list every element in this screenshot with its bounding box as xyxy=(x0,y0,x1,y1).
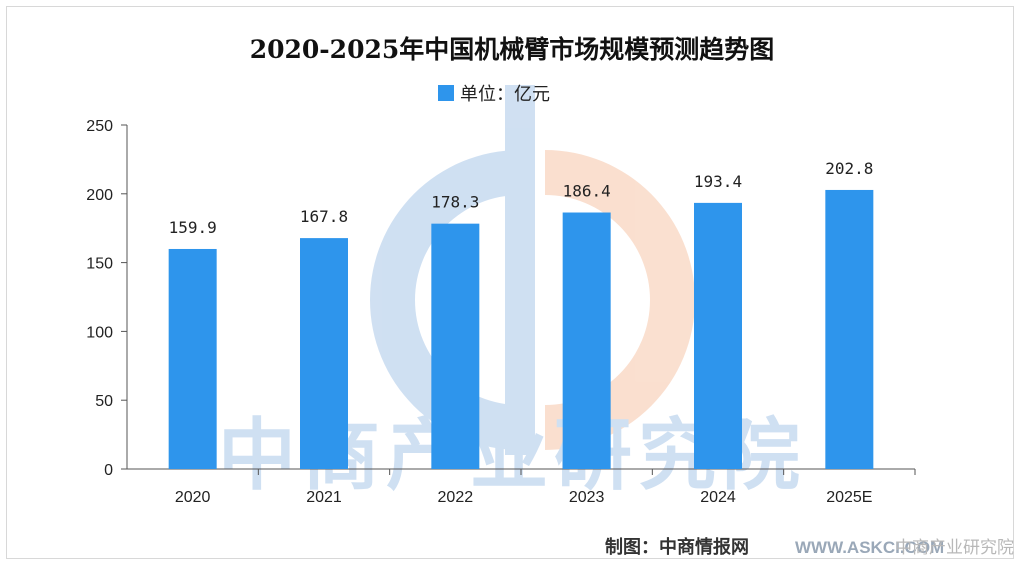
watermark-blue-arc xyxy=(370,150,520,450)
bars xyxy=(168,189,874,470)
y-tick-label: 150 xyxy=(86,256,113,273)
y-tick-label: 50 xyxy=(95,393,113,410)
legend-swatch xyxy=(438,85,454,101)
legend: 单位：亿元 xyxy=(438,84,550,105)
y-axis-ticks: 0 50 100 150 200 250 xyxy=(86,118,127,479)
y-tick-label: 250 xyxy=(86,118,113,135)
y-tick-label: 200 xyxy=(86,187,113,204)
bar-value-label: 167.8 xyxy=(300,207,348,226)
x-tick-label: 2024 xyxy=(700,489,736,506)
watermark-blue-stem xyxy=(505,85,535,455)
watermark-orange-arc xyxy=(545,150,695,450)
bar xyxy=(168,248,217,469)
y-tick-label: 0 xyxy=(104,462,113,479)
x-axis-labels: 2020 2021 2022 2023 2024 2025E xyxy=(175,469,916,506)
x-tick-label: 2023 xyxy=(569,489,605,506)
watermark-corner-text: 中商产业研究院 xyxy=(895,538,1014,558)
bar xyxy=(825,189,874,469)
x-tick-label: 2025E xyxy=(826,489,872,506)
bar xyxy=(694,202,742,470)
bar-value-label: 159.9 xyxy=(169,218,217,237)
bar-value-label: 178.3 xyxy=(431,193,479,212)
source-label: 制图：中商情报网 xyxy=(605,536,749,558)
chart-frame xyxy=(6,6,1014,559)
y-tick-label: 100 xyxy=(86,324,113,341)
bar-value-label: 186.4 xyxy=(563,182,611,201)
bar-value-label: 202.8 xyxy=(825,159,873,178)
bar xyxy=(300,238,348,469)
bar xyxy=(562,212,611,469)
bar-value-label: 193.4 xyxy=(694,172,742,191)
legend-label: 单位：亿元 xyxy=(460,84,550,105)
x-tick-label: 2020 xyxy=(175,489,211,506)
x-tick-label: 2021 xyxy=(306,489,342,506)
chart-title: 2020-2025年中国机械臂市场规模预测趋势图 xyxy=(250,35,775,64)
watermark-url: WWW.ASKCI.COM xyxy=(795,538,944,557)
value-labels: 159.9 167.8 178.3 186.4 193.4 202.8 xyxy=(169,159,874,237)
x-tick-label: 2022 xyxy=(438,489,474,506)
bar xyxy=(431,223,480,469)
